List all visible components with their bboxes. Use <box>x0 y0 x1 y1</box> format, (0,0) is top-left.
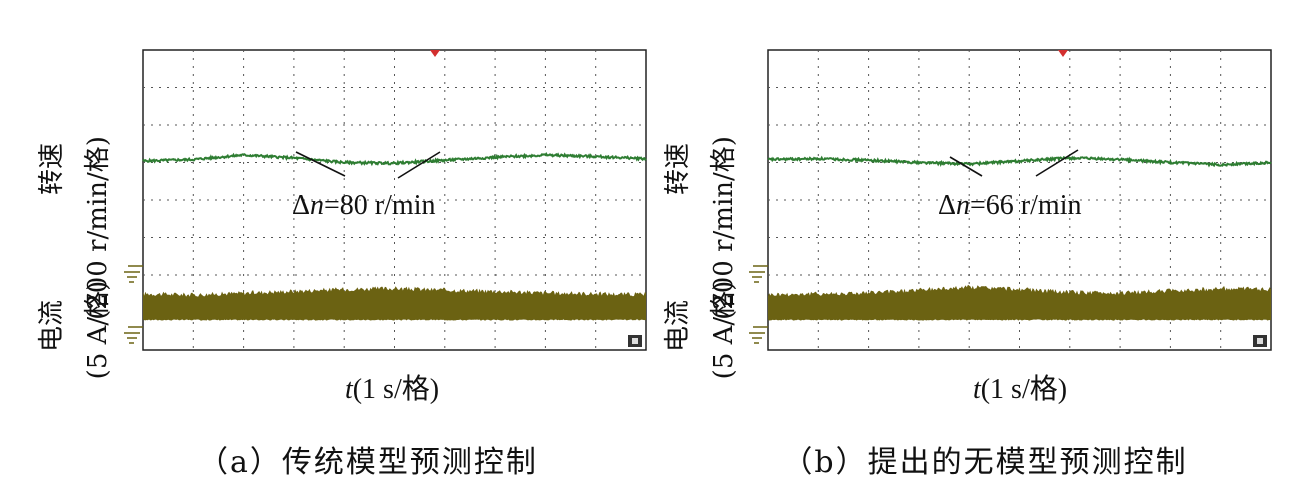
speed-unit-a: (200 r/min/格) <box>83 136 113 320</box>
ground-marker-1a <box>124 265 143 283</box>
panel-a: 转速 (200 r/min/格) 电流 (5 A/格) Δn=80 <box>37 49 647 480</box>
delta-leader-b <box>949 149 1079 177</box>
panel-b: 转速 (200 r/min/格) 电流 (5 A/格) Δn=66 <box>663 49 1272 480</box>
delta-leader-a <box>295 151 441 179</box>
speed-ylabel-a: 转速 <box>37 143 67 195</box>
trigger-marker-a <box>430 50 440 57</box>
current-ylabel-a: 电流 <box>37 300 67 352</box>
ground-marker-2a <box>124 326 143 344</box>
current-unit-b: (5 A/格) <box>709 281 739 380</box>
current-ylabel-b: 电流 <box>663 300 693 352</box>
trigger-marker-b <box>1058 50 1068 57</box>
speed-trace-a <box>142 152 647 167</box>
current-unit-a: (5 A/格) <box>83 281 113 380</box>
caption-b: （b）提出的无模型预测控制 <box>782 445 1187 480</box>
current-trace-b <box>768 284 1271 321</box>
delta-annotation-a: Δn=80 r/min <box>292 190 435 221</box>
scope-icon-b <box>1253 335 1267 347</box>
ground-marker-2b <box>749 326 768 344</box>
xlabel-a: t(1 s/格) <box>345 373 439 405</box>
delta-annotation-b: Δn=66 r/min <box>938 190 1081 221</box>
speed-unit-b: (200 r/min/格) <box>709 136 739 320</box>
speed-ylabel-b: 转速 <box>663 143 693 195</box>
caption-a: （a）传统模型预测控制 <box>198 445 538 480</box>
scope-icon-a <box>628 335 642 347</box>
speed-trace-b <box>767 155 1272 168</box>
ground-marker-1b <box>749 265 768 283</box>
xlabel-b: t(1 s/格) <box>973 373 1067 405</box>
current-trace-a <box>143 286 646 321</box>
